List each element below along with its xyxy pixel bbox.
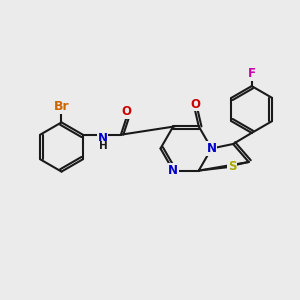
- Text: N: N: [206, 142, 217, 155]
- Text: Br: Br: [54, 100, 69, 113]
- Text: F: F: [248, 67, 256, 80]
- Text: S: S: [228, 160, 236, 173]
- Text: N: N: [98, 132, 108, 145]
- Text: O: O: [190, 98, 200, 111]
- Text: O: O: [121, 105, 131, 118]
- Text: H: H: [98, 141, 107, 151]
- Text: N: N: [168, 164, 178, 177]
